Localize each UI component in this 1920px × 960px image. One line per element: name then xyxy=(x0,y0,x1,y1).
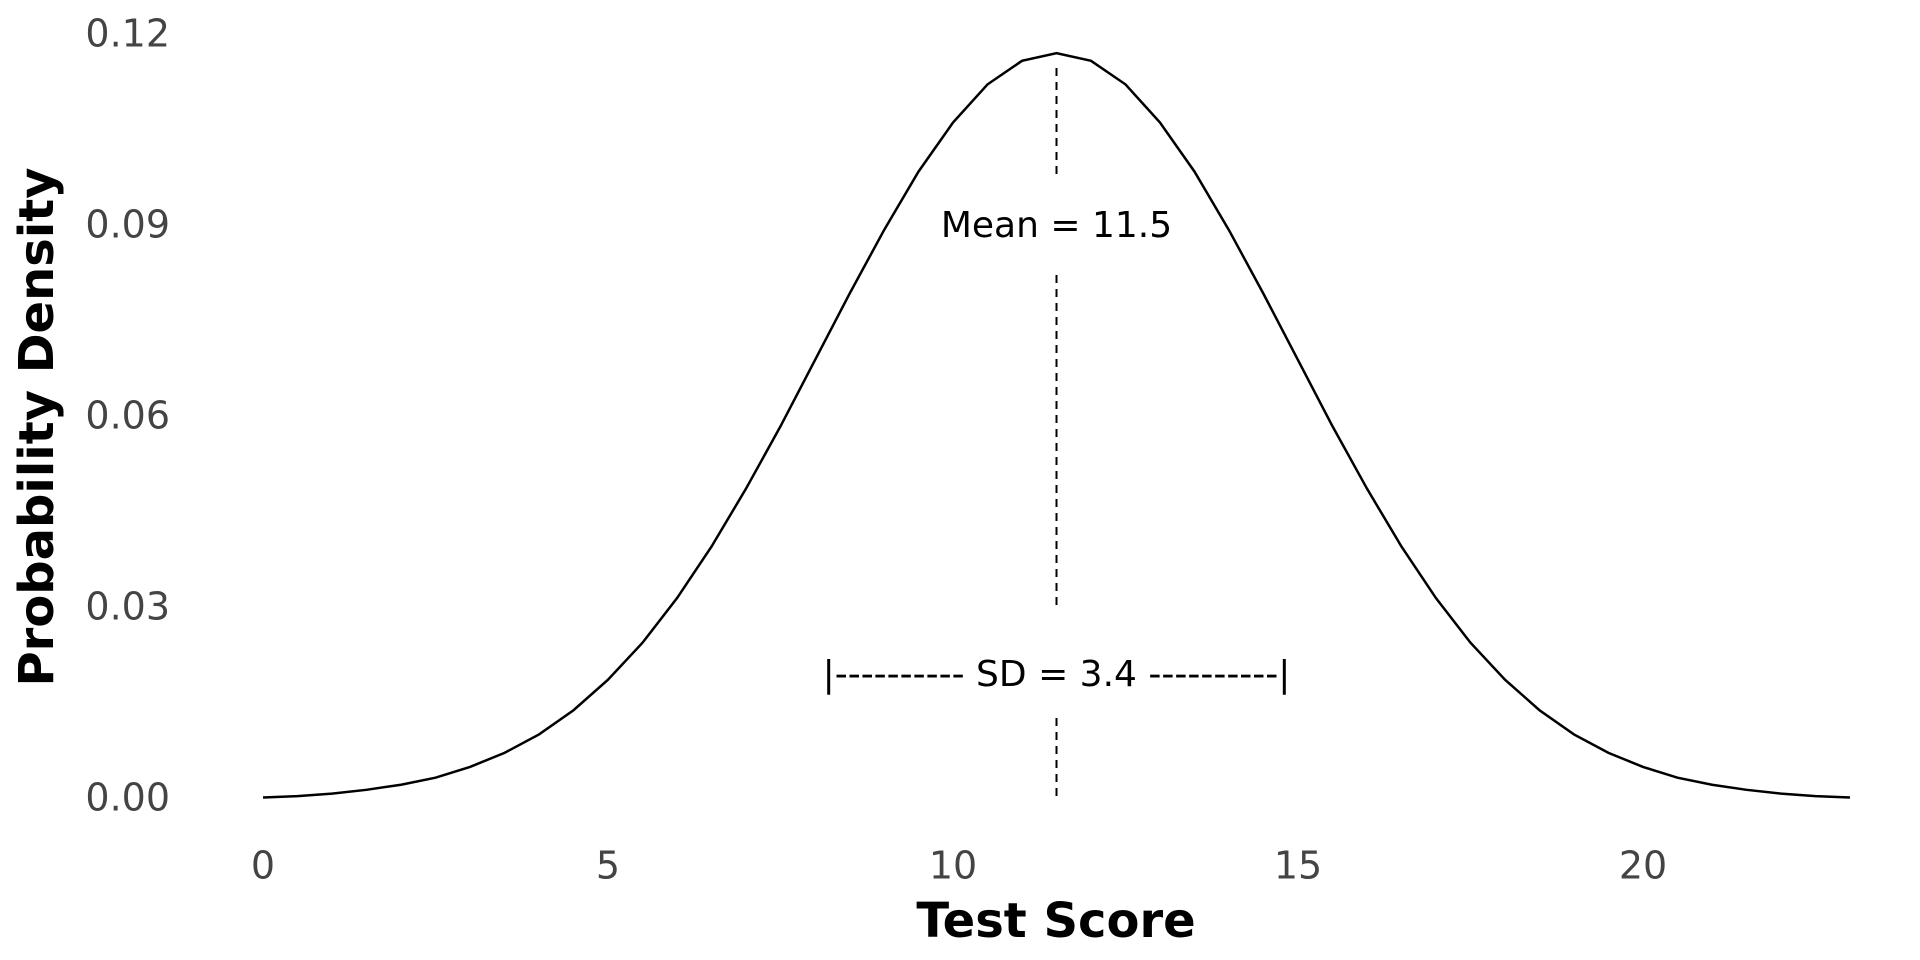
sd-annotation: |---------- SD = 3.4 ----------| xyxy=(823,654,1291,695)
y-tick-label: 0.03 xyxy=(85,585,170,629)
y-tick-label: 0.12 xyxy=(85,12,170,56)
x-tick-label: 15 xyxy=(1274,844,1322,888)
density-curve xyxy=(262,51,1851,799)
y-tick-label: 0.09 xyxy=(85,203,170,247)
mean-annotation: Mean = 11.5 xyxy=(941,205,1172,246)
x-tick-label: 0 xyxy=(251,844,275,888)
x-tick-label: 5 xyxy=(596,844,620,888)
y-axis-label: Probability Density xyxy=(9,167,65,686)
y-tick-label: 0.00 xyxy=(85,776,170,820)
x-tick-label: 10 xyxy=(929,844,977,888)
x-tick-label: 20 xyxy=(1619,844,1667,888)
x-axis-label: Test Score xyxy=(916,893,1195,949)
y-tick-label: 0.06 xyxy=(85,394,170,438)
